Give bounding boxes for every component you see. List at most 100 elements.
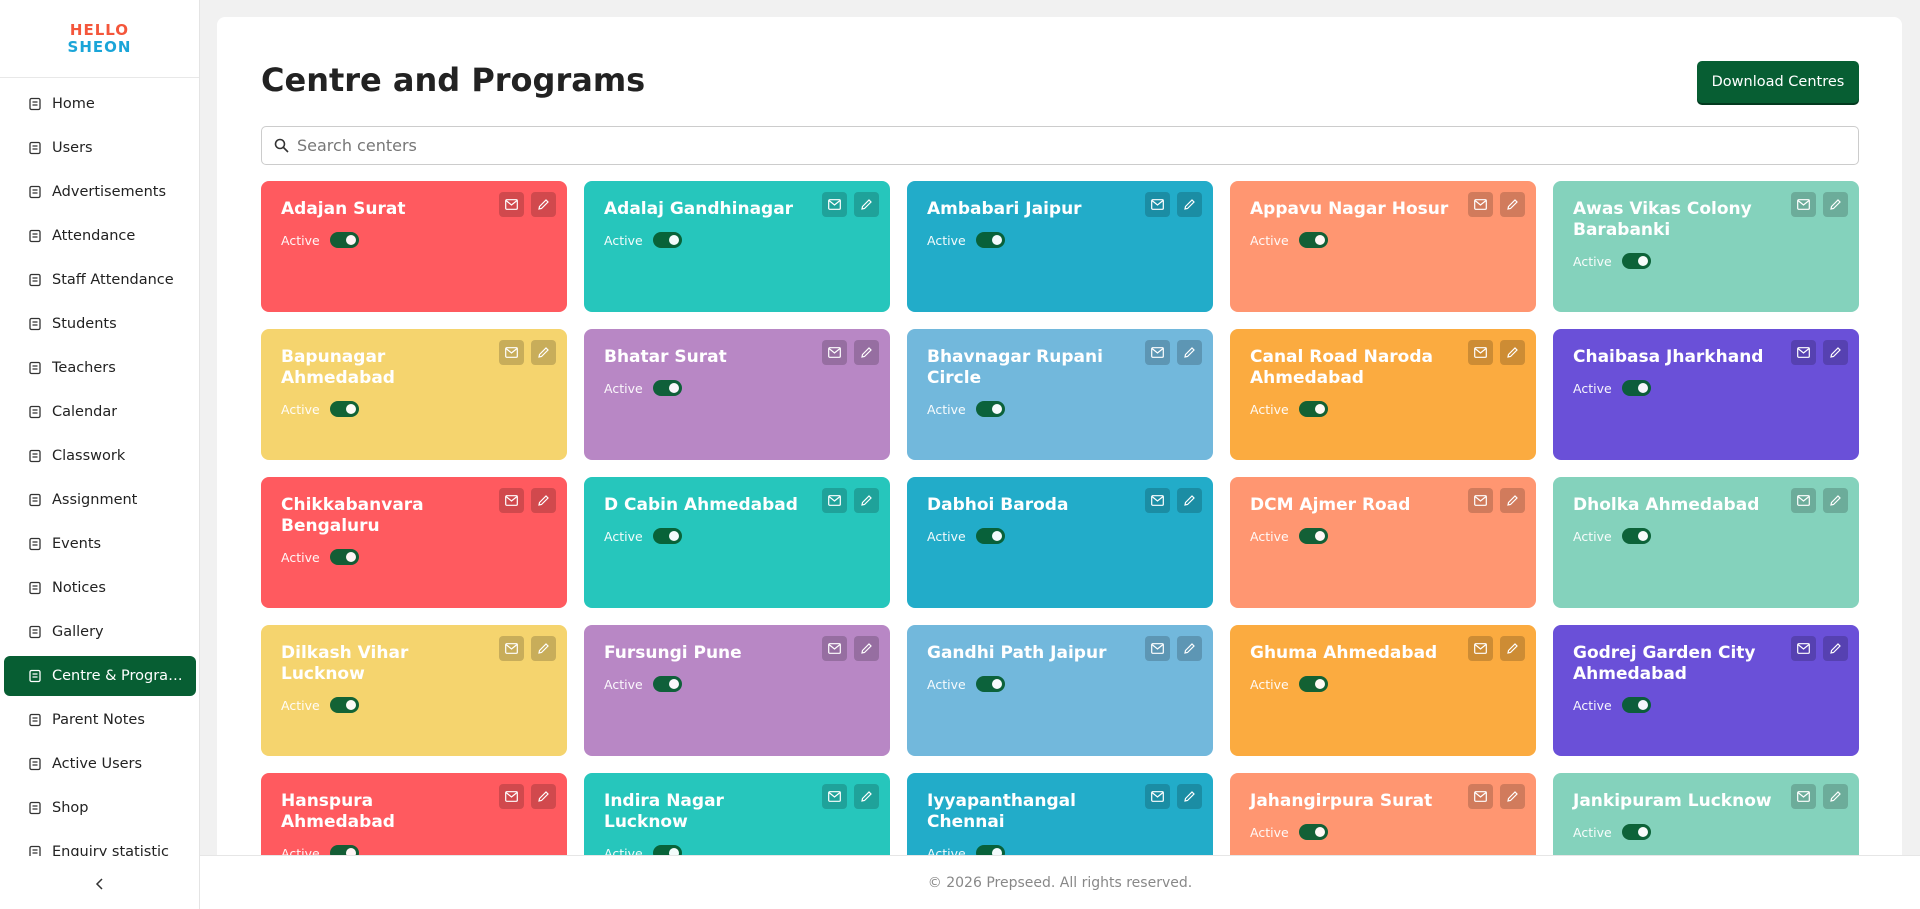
centre-card[interactable]: D Cabin Ahmedabad Active <box>584 477 890 608</box>
mail-button[interactable] <box>1791 636 1816 661</box>
edit-button[interactable] <box>854 488 879 513</box>
centre-card[interactable]: Bhavnagar Rupani Circle Active <box>907 329 1213 460</box>
mail-button[interactable] <box>499 636 524 661</box>
status-toggle[interactable] <box>1298 232 1328 248</box>
nav-item[interactable]: Notices <box>4 568 196 608</box>
centre-card[interactable]: Jankipuram Lucknow Active <box>1553 773 1859 855</box>
centre-card[interactable]: Hanspura Ahmedabad Active <box>261 773 567 855</box>
nav-item[interactable]: Gallery <box>4 612 196 652</box>
mail-button[interactable] <box>1468 192 1493 217</box>
status-toggle[interactable] <box>652 676 682 692</box>
centre-card[interactable]: Jahangirpura Surat Active <box>1230 773 1536 855</box>
collapse-button[interactable] <box>92 876 108 892</box>
edit-button[interactable] <box>531 192 556 217</box>
edit-button[interactable] <box>1500 784 1525 809</box>
centre-card[interactable]: Appavu Nagar Hosur Active <box>1230 181 1536 312</box>
mail-button[interactable] <box>822 636 847 661</box>
centre-card[interactable]: Chikkabanvara Bengaluru Active <box>261 477 567 608</box>
status-toggle[interactable] <box>975 401 1005 417</box>
nav-item[interactable]: Attendance <box>4 216 196 256</box>
edit-button[interactable] <box>1177 636 1202 661</box>
centre-card[interactable]: Ambabari Jaipur Active <box>907 181 1213 312</box>
status-toggle[interactable] <box>1298 824 1328 840</box>
nav-item[interactable]: Home <box>4 84 196 124</box>
status-toggle[interactable] <box>652 528 682 544</box>
status-toggle[interactable] <box>1298 401 1328 417</box>
mail-button[interactable] <box>1791 488 1816 513</box>
status-toggle[interactable] <box>1298 528 1328 544</box>
nav-item[interactable]: Users <box>4 128 196 168</box>
edit-button[interactable] <box>1500 488 1525 513</box>
mail-button[interactable] <box>1791 340 1816 365</box>
edit-button[interactable] <box>1177 340 1202 365</box>
mail-button[interactable] <box>1468 340 1493 365</box>
centre-card[interactable]: Godrej Garden City Ahmedabad Active <box>1553 625 1859 756</box>
edit-button[interactable] <box>854 340 879 365</box>
mail-button[interactable] <box>1468 784 1493 809</box>
mail-button[interactable] <box>822 340 847 365</box>
status-toggle[interactable] <box>329 401 359 417</box>
mail-button[interactable] <box>1145 340 1170 365</box>
status-toggle[interactable] <box>975 528 1005 544</box>
status-toggle[interactable] <box>975 845 1005 855</box>
mail-button[interactable] <box>822 784 847 809</box>
centre-card[interactable]: Ghuma Ahmedabad Active <box>1230 625 1536 756</box>
nav-item[interactable]: Enquiry statistic <box>4 832 196 856</box>
mail-button[interactable] <box>499 340 524 365</box>
edit-button[interactable] <box>1823 636 1848 661</box>
mail-button[interactable] <box>822 488 847 513</box>
centre-card[interactable]: Adalaj Gandhinagar Active <box>584 181 890 312</box>
mail-button[interactable] <box>499 488 524 513</box>
nav-item[interactable]: Shop <box>4 788 196 828</box>
mail-button[interactable] <box>1468 488 1493 513</box>
nav-item[interactable]: Assignment <box>4 480 196 520</box>
status-toggle[interactable] <box>1621 697 1651 713</box>
status-toggle[interactable] <box>329 232 359 248</box>
centre-card[interactable]: Bhatar Surat Active <box>584 329 890 460</box>
edit-button[interactable] <box>1823 192 1848 217</box>
nav-item[interactable]: Centre & Programs <box>4 656 196 696</box>
status-toggle[interactable] <box>1621 824 1651 840</box>
edit-button[interactable] <box>531 784 556 809</box>
centre-card[interactable]: Dholka Ahmedabad Active <box>1553 477 1859 608</box>
status-toggle[interactable] <box>975 676 1005 692</box>
status-toggle[interactable] <box>975 232 1005 248</box>
nav-item[interactable]: Staff Attendance <box>4 260 196 300</box>
edit-button[interactable] <box>531 488 556 513</box>
nav-item[interactable]: Parent Notes <box>4 700 196 740</box>
centre-card[interactable]: Iyyapanthangal Chennai Active <box>907 773 1213 855</box>
centre-card[interactable]: DCM Ajmer Road Active <box>1230 477 1536 608</box>
edit-button[interactable] <box>1823 784 1848 809</box>
status-toggle[interactable] <box>652 845 682 855</box>
search-input[interactable]: Search centers <box>261 126 1859 165</box>
mail-button[interactable] <box>1145 488 1170 513</box>
edit-button[interactable] <box>1500 192 1525 217</box>
centre-card[interactable]: Chaibasa Jharkhand Active <box>1553 329 1859 460</box>
mail-button[interactable] <box>1791 192 1816 217</box>
centre-card[interactable]: Canal Road Naroda Ahmedabad Active <box>1230 329 1536 460</box>
edit-button[interactable] <box>1177 784 1202 809</box>
edit-button[interactable] <box>854 636 879 661</box>
nav-item[interactable]: Active Users <box>4 744 196 784</box>
status-toggle[interactable] <box>1621 380 1651 396</box>
edit-button[interactable] <box>1177 192 1202 217</box>
nav-item[interactable]: Teachers <box>4 348 196 388</box>
edit-button[interactable] <box>1823 340 1848 365</box>
mail-button[interactable] <box>1145 192 1170 217</box>
mail-button[interactable] <box>499 784 524 809</box>
centre-card[interactable]: Adajan Surat Active <box>261 181 567 312</box>
centre-card[interactable]: Fursungi Pune Active <box>584 625 890 756</box>
edit-button[interactable] <box>854 192 879 217</box>
nav-item[interactable]: Calendar <box>4 392 196 432</box>
centre-card[interactable]: Dilkash Vihar Lucknow Active <box>261 625 567 756</box>
nav-item[interactable]: Advertisements <box>4 172 196 212</box>
nav-item[interactable]: Students <box>4 304 196 344</box>
status-toggle[interactable] <box>1298 676 1328 692</box>
edit-button[interactable] <box>854 784 879 809</box>
edit-button[interactable] <box>1500 636 1525 661</box>
centre-card[interactable]: Awas Vikas Colony Barabanki Active <box>1553 181 1859 312</box>
mail-button[interactable] <box>1468 636 1493 661</box>
status-toggle[interactable] <box>329 845 359 855</box>
edit-button[interactable] <box>1177 488 1202 513</box>
mail-button[interactable] <box>1145 784 1170 809</box>
